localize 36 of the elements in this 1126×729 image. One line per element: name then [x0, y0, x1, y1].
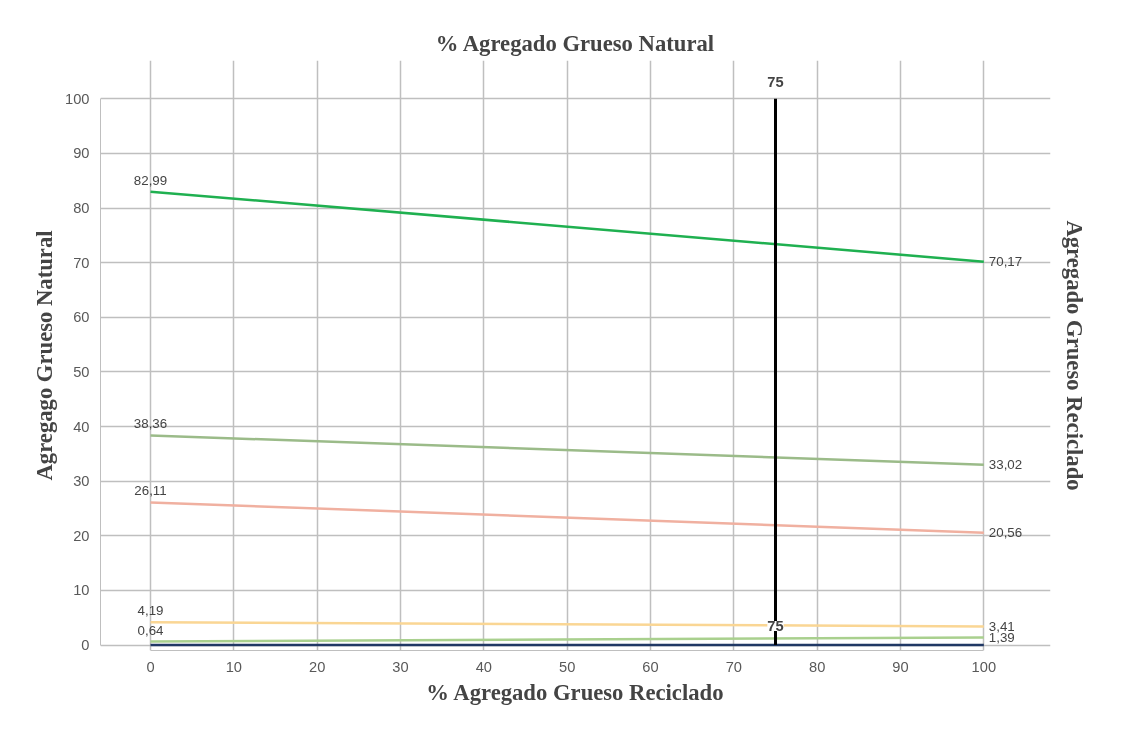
x-tick-label: 90: [892, 658, 909, 675]
data-label: 33,02: [988, 457, 1023, 473]
data-label: 38,36: [133, 416, 168, 432]
y-tick-label: 40: [73, 418, 90, 435]
x-tick-label: 70: [725, 658, 742, 675]
chart-title: % Agregado Grueso Natural: [435, 30, 715, 56]
x-tick-label: 10: [225, 658, 242, 675]
x-tick-label: 80: [809, 658, 826, 675]
y-tick-label: 20: [73, 527, 90, 544]
data-label: 0,64: [137, 622, 165, 638]
y2-axis-title: Agregado Grueso Reciclado: [1061, 220, 1087, 491]
x-tick-label: 100: [971, 658, 997, 675]
x-tick-label: 50: [559, 658, 576, 675]
x-tick-label: 40: [475, 658, 492, 675]
y-axis-title: Agregago Grueso Natural: [32, 230, 58, 481]
data-label: 20,56: [988, 525, 1023, 541]
y-tick-label: 10: [73, 582, 90, 599]
annotation: 75: [767, 617, 784, 634]
data-label: 82,99: [133, 172, 168, 188]
y-tick-label: 50: [73, 363, 90, 380]
x-axis-title: % Agregado Grueso Reciclado: [426, 679, 724, 705]
y-tick-label: 60: [73, 309, 90, 326]
y-tick-label: 80: [73, 200, 90, 216]
y-tick-label: 70: [73, 254, 90, 271]
y-tick-label: 0: [81, 637, 90, 654]
x-tick-label: 30: [392, 658, 409, 675]
x-tick-label: 60: [642, 658, 659, 675]
data-label: 26,11: [134, 483, 167, 499]
x-tick-label: 0: [146, 658, 155, 675]
data-label: 4,19: [137, 603, 164, 619]
ref-line-label: 75: [767, 73, 784, 90]
data-label: 70,17: [988, 254, 1023, 270]
y-tick-label: 90: [73, 145, 90, 162]
x-tick-label: 20: [309, 658, 326, 675]
y-tick-label: 30: [73, 473, 90, 490]
y-tick-label: 100: [65, 90, 90, 107]
